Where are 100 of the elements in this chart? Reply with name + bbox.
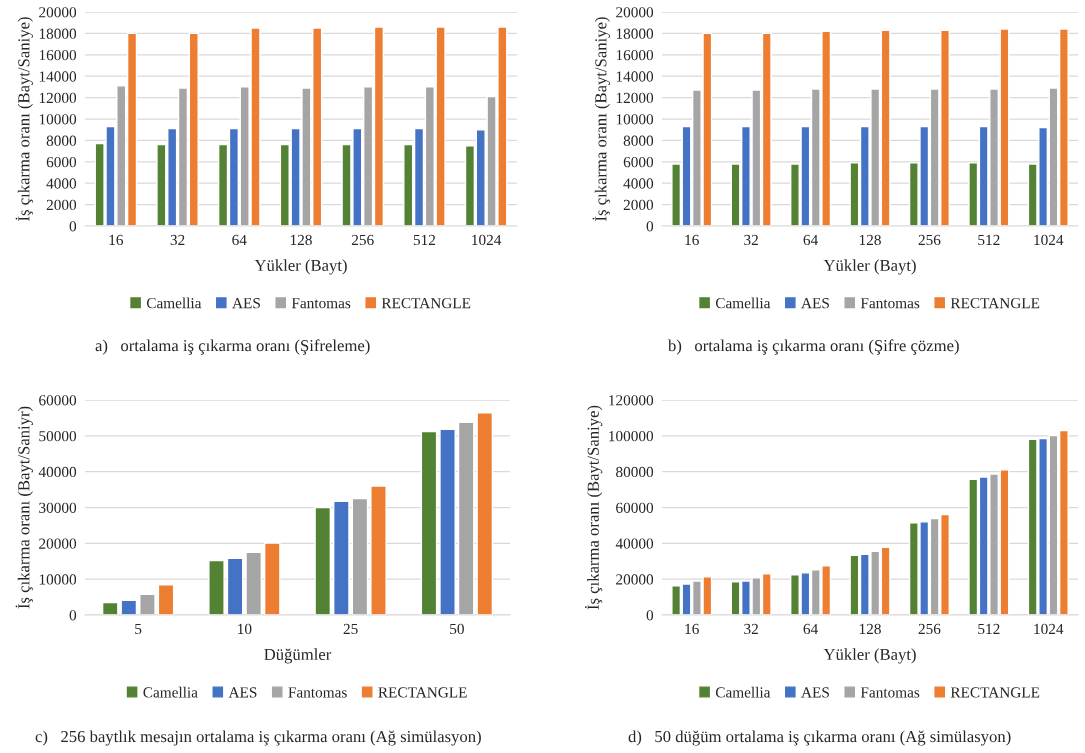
y-tick-label: 18000 <box>39 28 77 39</box>
y-tick-label: 60000 <box>616 502 654 513</box>
y-tick-label: 2000 <box>623 199 654 211</box>
y-tick-label: 80000 <box>616 466 654 478</box>
legend-label: Camellia <box>143 686 198 698</box>
legend-label: Camellia <box>146 297 202 309</box>
y-tick-label: 10000 <box>39 574 77 585</box>
legend-label: RECTANGLE <box>950 298 1040 309</box>
y-tick-label: 16000 <box>616 49 654 61</box>
y-tick-label: 20000 <box>39 538 77 549</box>
bar <box>457 421 475 615</box>
y-tick-label: 6000 <box>623 156 654 168</box>
y-tick-label: 120000 <box>609 395 654 406</box>
x-tick-label: 1024 <box>472 234 502 246</box>
x-tick-label: 10 <box>238 623 252 635</box>
y-tick-label: 14000 <box>39 71 77 82</box>
y-tick-label: 40000 <box>615 538 654 549</box>
x-tick-label: 32 <box>170 234 185 246</box>
y-tick-label: 16000 <box>39 49 77 61</box>
y-tick-label: 60000 <box>39 395 77 406</box>
x-tick-label: 64 <box>803 623 818 635</box>
bar <box>157 584 175 615</box>
y-axis-title: İş çıkarma oranı (Bayt/Saniyr) <box>15 406 33 609</box>
y-tick-label: 8000 <box>46 135 77 146</box>
y-tick-label: 0 <box>69 610 77 621</box>
x-axis-title: Düğümler <box>264 648 332 664</box>
legend-label: RECTANGLE <box>381 298 471 309</box>
legend-label: AES <box>801 298 829 309</box>
x-tick-label: 512 <box>413 234 436 246</box>
x-tick-label: 1024 <box>1034 623 1064 635</box>
x-tick-label: 16 <box>685 234 699 246</box>
x-tick-label: 128 <box>290 234 312 246</box>
text: d) 50 düğüm ortalama iş çıkarma oranı (Ağ simülasyon) <box>628 730 1011 746</box>
y-tick-label: 20000 <box>39 7 77 18</box>
x-tick-label: 128 <box>859 623 881 635</box>
text: a) ortalama iş çıkarma oranı (Şifreleme) <box>95 339 370 355</box>
bar <box>420 430 438 615</box>
y-tick-label: 6000 <box>46 156 77 168</box>
x-tick-label: 25 <box>343 623 358 635</box>
x-tick-label: 32 <box>744 234 758 246</box>
y-axis-title: İş çıkarma oranı (Bayt/Saniye) <box>15 17 33 221</box>
x-tick-label: 64 <box>803 234 818 246</box>
text: c) 256 baytlık mesajın ortalama iş çıkarma oranı (Ağ simülasyon) <box>35 730 481 746</box>
bar <box>226 557 244 615</box>
bar <box>476 412 494 615</box>
legend-label: AES <box>801 687 829 698</box>
bar <box>333 500 350 615</box>
y-tick-label: 18000 <box>616 28 654 39</box>
y-tick-label: 0 <box>69 221 77 232</box>
y-tick-label: 20000 <box>616 574 654 585</box>
y-tick-label: 30000 <box>39 502 77 513</box>
bar <box>351 497 369 615</box>
legend-label: Camellia <box>715 686 771 698</box>
x-tick-label: 16 <box>109 234 124 246</box>
y-tick-label: 2000 <box>46 199 77 211</box>
bar <box>370 485 387 615</box>
x-axis-title: Yükler (Bayt) <box>823 648 916 664</box>
x-tick-label: 1024 <box>1034 234 1064 246</box>
x-tick-label: 256 <box>351 234 374 246</box>
y-tick-label: 12000 <box>616 92 654 104</box>
y-axis-title: İş çıkarma oranı (Bayt/Saniye) <box>584 405 603 610</box>
y-tick-label: 12000 <box>39 92 77 104</box>
x-axis-title: Yükler (Bayt) <box>254 259 347 275</box>
bar <box>314 506 332 615</box>
x-tick-label: 5 <box>135 623 142 635</box>
bar <box>139 593 156 615</box>
legend-label: Fantomas <box>860 298 920 309</box>
legend-label: AES <box>228 687 257 698</box>
x-tick-label: 256 <box>918 623 941 635</box>
x-tick-label: 16 <box>685 623 699 635</box>
y-tick-label: 20000 <box>616 7 654 18</box>
y-tick-label: 14000 <box>616 71 654 82</box>
bar <box>245 551 262 615</box>
y-tick-label: 4000 <box>46 178 77 189</box>
y-tick-label: 0 <box>646 610 654 621</box>
text: b) ortalama iş çıkarma oranı (Şifre çözme) <box>668 339 959 355</box>
legend-label: RECTANGLE <box>378 687 467 698</box>
bar <box>208 559 225 615</box>
legend-label: RECTANGLE <box>950 687 1040 698</box>
y-tick-label: 10000 <box>39 114 77 125</box>
x-tick-label: 32 <box>744 623 758 635</box>
y-tick-label: 50000 <box>39 430 77 442</box>
x-tick-label: 512 <box>978 234 1000 246</box>
bar <box>263 542 281 615</box>
y-tick-label: 8000 <box>623 135 654 146</box>
bar <box>439 428 456 615</box>
y-tick-label: 10000 <box>616 114 654 125</box>
y-axis-title: İş çıkarma oranı (Bayt/Saniye) <box>592 17 610 221</box>
legend-label: Fantomas <box>860 687 920 698</box>
legend-label: AES <box>232 298 260 309</box>
x-tick-label: 50 <box>450 623 464 635</box>
y-tick-label: 4000 <box>623 178 654 189</box>
legend-label: Fantomas <box>291 298 351 309</box>
x-tick-label: 256 <box>918 234 941 246</box>
legend-label: Camellia <box>715 297 771 309</box>
y-tick-label: 40000 <box>38 466 77 478</box>
x-tick-label: 512 <box>978 623 1000 635</box>
y-tick-label: 100000 <box>609 430 654 442</box>
legend-label: Fantomas <box>288 687 347 698</box>
x-axis-title: Yükler (Bayt) <box>823 259 916 275</box>
